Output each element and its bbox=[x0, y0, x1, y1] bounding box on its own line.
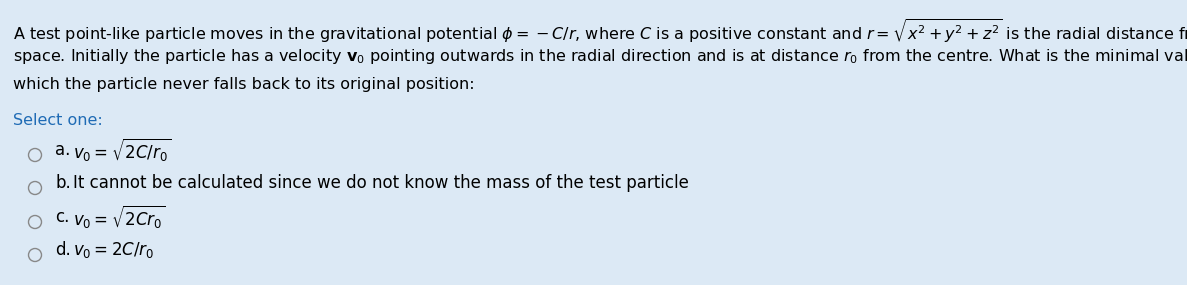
Text: It cannot be calculated since we do not know the mass of the test particle: It cannot be calculated since we do not … bbox=[72, 174, 688, 192]
Text: $v_0 = \sqrt{2C/r_0}$: $v_0 = \sqrt{2C/r_0}$ bbox=[72, 137, 171, 164]
Text: A test point-like particle moves in the gravitational potential $\phi = -C/r$, w: A test point-like particle moves in the … bbox=[13, 17, 1187, 45]
Text: which the particle never falls back to its original position:: which the particle never falls back to i… bbox=[13, 77, 475, 92]
Text: a.: a. bbox=[55, 141, 70, 159]
Text: b.: b. bbox=[55, 174, 71, 192]
Text: c.: c. bbox=[55, 208, 69, 226]
Text: $v_0 = \sqrt{2Cr_0}$: $v_0 = \sqrt{2Cr_0}$ bbox=[72, 203, 166, 231]
Text: Select one:: Select one: bbox=[13, 113, 103, 128]
Text: $v_0 = 2C/r_0$: $v_0 = 2C/r_0$ bbox=[72, 240, 154, 260]
Text: d.: d. bbox=[55, 241, 71, 259]
Text: space. Initially the particle has a velocity $\mathbf{v}_0$ pointing outwards in: space. Initially the particle has a velo… bbox=[13, 47, 1187, 67]
